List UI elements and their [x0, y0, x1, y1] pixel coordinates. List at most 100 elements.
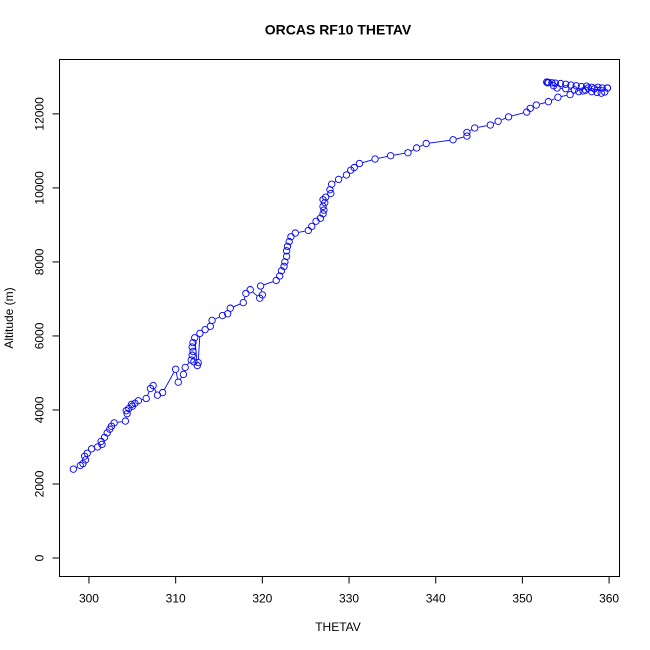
- x-tick-label: 320: [252, 592, 272, 606]
- x-tick-label: 300: [79, 592, 99, 606]
- data-point: [579, 87, 587, 95]
- data-point: [181, 363, 189, 372]
- data-point: [386, 152, 395, 160]
- data-point: [134, 397, 143, 405]
- series-segment: [561, 94, 567, 97]
- data-series: [69, 78, 612, 473]
- data-point: [562, 85, 570, 93]
- series-segment: [539, 102, 546, 105]
- x-tick-label: 360: [599, 592, 619, 606]
- data-point: [179, 370, 188, 379]
- data-point: [593, 88, 601, 97]
- series-segment: [469, 129, 472, 132]
- data-point: [282, 247, 291, 255]
- data-point: [226, 304, 234, 312]
- data-point: [588, 88, 596, 96]
- data-point: [208, 316, 216, 325]
- data-point: [196, 329, 204, 338]
- data-point: [304, 226, 312, 235]
- data-point: [319, 196, 327, 204]
- data-point: [504, 113, 513, 121]
- data-point: [562, 80, 570, 88]
- x-tick-label: 310: [166, 592, 186, 606]
- data-point: [83, 449, 91, 457]
- data-point: [79, 459, 87, 468]
- series-segment: [362, 159, 372, 163]
- data-point: [283, 242, 292, 251]
- series-segment: [551, 98, 555, 101]
- data-point: [532, 101, 540, 109]
- data-point: [189, 338, 197, 347]
- data-point: [463, 128, 471, 137]
- data-point: [191, 334, 199, 342]
- data-point: [98, 440, 106, 449]
- data-point: [201, 326, 209, 334]
- series-segment: [252, 291, 258, 297]
- series-segment: [147, 391, 150, 396]
- data-point: [127, 400, 136, 409]
- data-point: [142, 394, 150, 403]
- data-point: [494, 117, 502, 125]
- data-point: [280, 262, 288, 271]
- data-point: [544, 98, 553, 106]
- series-segment: [187, 362, 190, 365]
- data-point: [258, 291, 266, 299]
- data-point: [149, 381, 157, 390]
- data-point: [601, 88, 609, 96]
- data-point: [328, 180, 336, 188]
- data-point: [93, 443, 102, 451]
- series-segment: [456, 136, 464, 140]
- data-point: [327, 189, 335, 198]
- data-point: [567, 81, 575, 89]
- data-point: [282, 252, 291, 261]
- data-point: [174, 378, 182, 386]
- series-segment: [175, 372, 178, 379]
- series-segment: [334, 181, 336, 183]
- data-point: [287, 233, 295, 241]
- data-point: [603, 84, 612, 92]
- data-point: [404, 149, 412, 157]
- data-point: [597, 89, 605, 97]
- x-axis: 300 310 320 330 340 350 360: [79, 576, 619, 606]
- series-segment: [501, 117, 506, 121]
- data-point: [69, 465, 78, 473]
- series-segment: [493, 122, 496, 124]
- data-point: [206, 322, 214, 330]
- data-point: [110, 419, 118, 427]
- y-tick-label: 6000: [33, 322, 47, 349]
- x-axis-label: THETAV: [315, 620, 361, 634]
- series-segment: [429, 139, 450, 144]
- series-segment: [478, 125, 487, 128]
- series-segment: [263, 281, 273, 286]
- data-point: [189, 347, 197, 356]
- data-point: [285, 237, 293, 246]
- data-point: [471, 124, 479, 132]
- data-point: [413, 144, 421, 152]
- data-point: [188, 351, 196, 359]
- data-point: [523, 108, 531, 116]
- data-point: [188, 343, 196, 351]
- series-segment: [378, 156, 388, 159]
- data-point: [543, 79, 552, 87]
- data-point: [122, 407, 130, 415]
- series-segment: [179, 377, 182, 380]
- x-tick-label: 350: [512, 592, 532, 606]
- series-segment: [298, 230, 305, 233]
- data-point: [87, 445, 96, 453]
- data-point: [566, 91, 574, 99]
- data-point: [526, 104, 534, 113]
- data-point: [570, 86, 579, 94]
- data-point: [321, 193, 330, 201]
- data-point: [577, 82, 586, 91]
- y-tick-label: 0: [33, 554, 47, 561]
- data-point: [159, 388, 167, 397]
- data-point: [449, 136, 457, 144]
- data-point: [355, 159, 364, 168]
- plot-frame: [59, 59, 620, 577]
- data-point: [246, 286, 254, 294]
- data-point: [256, 282, 265, 290]
- data-point: [194, 358, 202, 367]
- data-point: [190, 358, 198, 366]
- series-segment: [394, 152, 405, 156]
- chart-title: ORCAS RF10 THETAV: [265, 22, 412, 38]
